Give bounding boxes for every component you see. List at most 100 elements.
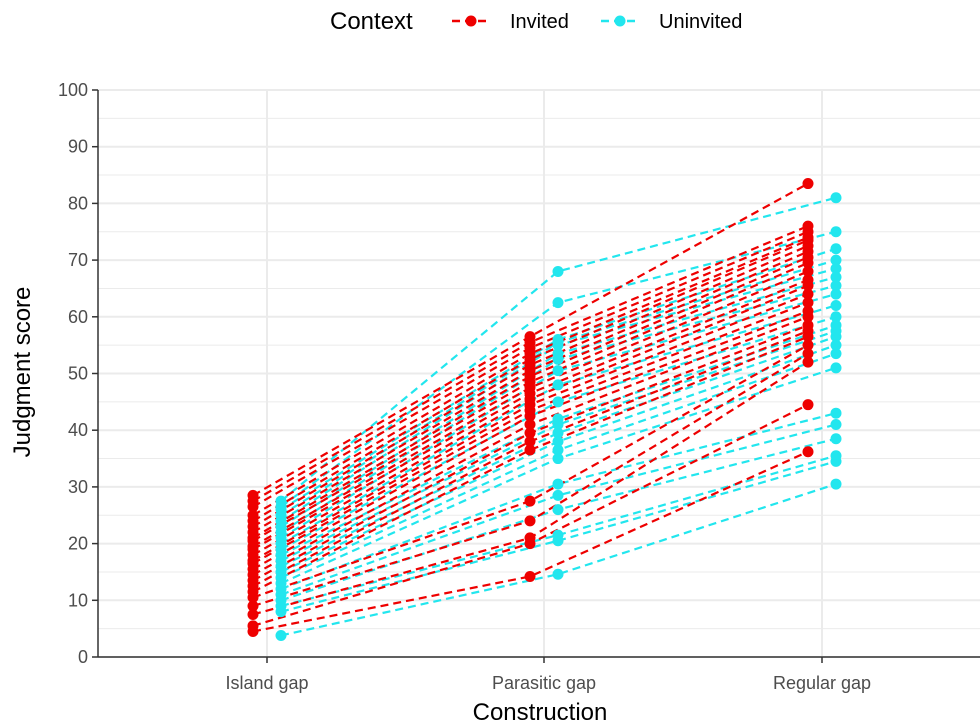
y-tick-label: 70	[68, 250, 88, 270]
y-tick-label: 40	[68, 420, 88, 440]
y-tick-label: 30	[68, 477, 88, 497]
legend-title: Context	[330, 8, 413, 35]
data-point-uninvited	[552, 453, 564, 465]
data-point-uninvited	[275, 629, 287, 641]
data-point-uninvited	[552, 504, 564, 516]
data-point-uninvited	[830, 319, 842, 331]
y-axis-title: Judgment score	[9, 287, 36, 458]
series-line-invited	[252, 239, 809, 522]
data-point-invited	[802, 288, 814, 300]
data-point-uninvited	[830, 433, 842, 445]
data-point-invited	[524, 419, 536, 431]
data-point-invited	[802, 319, 814, 331]
series-line-invited	[252, 250, 809, 534]
y-tick-label: 50	[68, 364, 88, 384]
y-tick-label: 90	[68, 137, 88, 157]
data-point-uninvited	[552, 396, 564, 408]
data-point-invited	[247, 608, 259, 620]
series-line-invited	[252, 450, 809, 633]
data-point-uninvited	[830, 362, 842, 374]
data-point-invited	[524, 427, 536, 439]
x-tick-label: Parasitic gap	[492, 673, 596, 693]
series-line-invited	[252, 236, 809, 517]
data-point-uninvited	[552, 365, 564, 377]
data-point-uninvited	[830, 407, 842, 419]
data-point-uninvited	[275, 495, 287, 507]
data-point-uninvited	[552, 436, 564, 448]
series-line-invited	[252, 244, 809, 528]
data-point-uninvited	[552, 348, 564, 360]
data-point-invited	[247, 509, 259, 521]
data-point-uninvited	[830, 280, 842, 292]
legend-swatch-invited-point	[465, 15, 477, 27]
legend: Context Invited Uninvited	[330, 8, 742, 35]
data-point-uninvited	[552, 489, 564, 501]
data-point-uninvited	[552, 568, 564, 580]
data-point-invited	[524, 532, 536, 544]
data-point-invited	[802, 399, 814, 411]
data-point-uninvited	[552, 427, 564, 439]
data-point-uninvited	[552, 265, 564, 277]
y-tick-label: 10	[68, 590, 88, 610]
data-point-uninvited	[830, 243, 842, 255]
data-point-uninvited	[830, 450, 842, 462]
data-point-uninvited	[830, 288, 842, 300]
data-point-invited	[247, 620, 259, 632]
data-point-invited	[802, 178, 814, 190]
data-point-invited	[524, 436, 536, 448]
data-point-uninvited	[830, 419, 842, 431]
series-line-uninvited	[280, 483, 837, 637]
data-point-uninvited	[552, 529, 564, 541]
data-point-uninvited	[552, 444, 564, 456]
data-point-uninvited	[830, 192, 842, 204]
data-point-uninvited	[830, 271, 842, 283]
data-point-uninvited	[552, 478, 564, 490]
series-line-uninvited	[280, 460, 837, 613]
data-point-uninvited	[830, 226, 842, 238]
data-point-invited	[247, 489, 259, 501]
data-point-invited	[524, 331, 536, 343]
data-point-uninvited	[552, 413, 564, 425]
data-point-invited	[247, 600, 259, 612]
data-point-uninvited	[552, 333, 564, 345]
data-point-uninvited	[552, 379, 564, 391]
data-point-uninvited	[830, 299, 842, 311]
x-axis-title: Construction	[473, 699, 608, 726]
data-point-invited	[802, 356, 814, 368]
series-layer	[247, 178, 842, 641]
y-tick-label: 0	[78, 647, 88, 667]
y-tick-label: 100	[58, 80, 88, 100]
data-point-invited	[524, 495, 536, 507]
data-point-uninvited	[830, 254, 842, 266]
y-tick-label: 20	[68, 534, 88, 554]
data-point-invited	[524, 515, 536, 527]
x-tick-label: Regular gap	[773, 673, 871, 693]
data-point-uninvited	[830, 478, 842, 490]
data-point-uninvited	[552, 297, 564, 309]
data-point-invited	[802, 297, 814, 309]
data-point-invited	[524, 444, 536, 456]
data-point-uninvited	[830, 339, 842, 351]
legend-label-invited: Invited	[510, 11, 569, 33]
data-point-invited	[802, 305, 814, 317]
series-line-invited	[252, 335, 809, 593]
y-tick-label: 60	[68, 307, 88, 327]
data-point-invited	[802, 274, 814, 286]
data-point-invited	[802, 220, 814, 232]
data-point-invited	[524, 570, 536, 582]
legend-label-uninvited: Uninvited	[659, 11, 742, 33]
data-point-uninvited	[830, 263, 842, 275]
data-point-invited	[802, 339, 814, 351]
data-point-uninvited	[830, 348, 842, 360]
x-tick-label: Island gap	[225, 673, 308, 693]
data-point-invited	[802, 348, 814, 360]
series-line-invited	[252, 256, 809, 539]
series-line-uninvited	[280, 423, 837, 596]
ticks: 0 10 20 30 40 50 60 70 80 90 100 Island gap Parasiti…	[58, 80, 871, 693]
data-point-invited	[802, 265, 814, 277]
data-point-invited	[802, 446, 814, 458]
y-tick-label: 80	[68, 193, 88, 213]
data-point-uninvited	[830, 311, 842, 323]
series-line-uninvited	[280, 196, 837, 502]
